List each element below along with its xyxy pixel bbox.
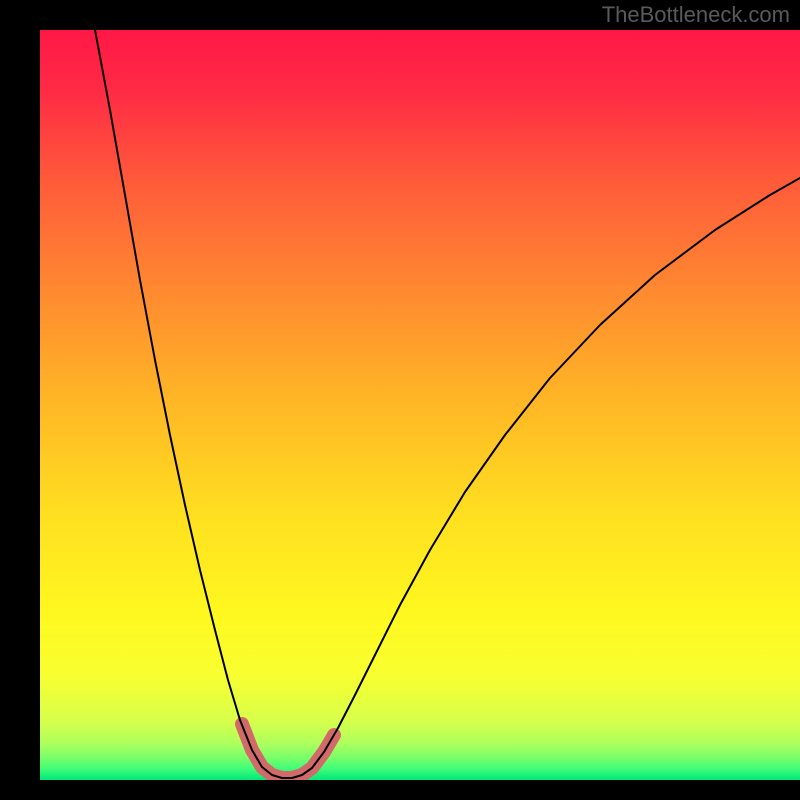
chart-svg bbox=[40, 30, 800, 780]
watermark-text: TheBottleneck.com bbox=[602, 2, 790, 28]
chart-plot-area bbox=[40, 30, 800, 780]
chart-background bbox=[40, 30, 800, 780]
